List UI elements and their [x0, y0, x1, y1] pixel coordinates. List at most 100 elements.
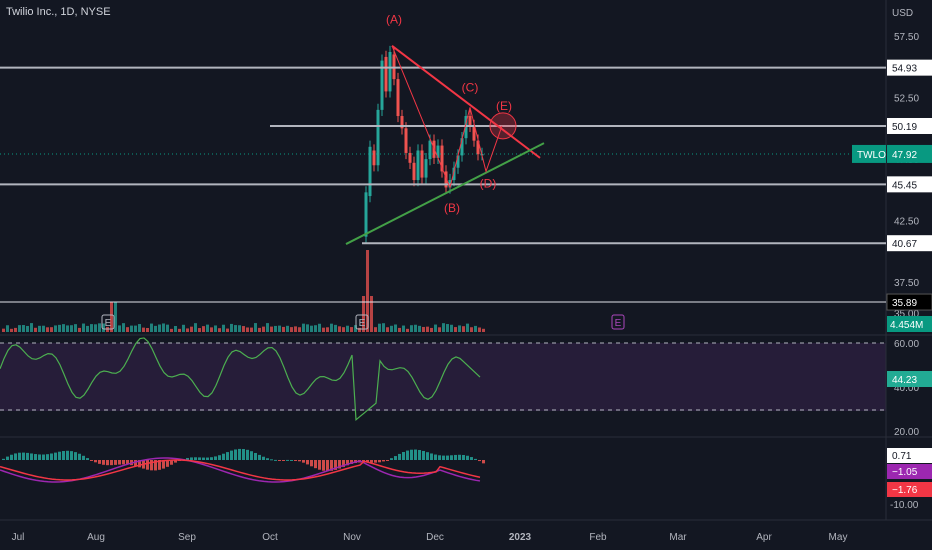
macd-histogram-bar [202, 457, 205, 460]
macd-histogram-bar [442, 455, 445, 460]
symbol-badge-label: TWLO [857, 150, 886, 161]
support-trendline[interactable] [345, 142, 545, 245]
time-axis-label: Dec [426, 532, 444, 543]
macd-histogram-bar [206, 457, 209, 460]
macd-histogram-bar [478, 460, 481, 462]
volume-bar [278, 325, 281, 332]
volume-bar [70, 325, 73, 332]
volume-bar [154, 325, 157, 332]
macd-histogram-bar [2, 458, 5, 460]
breakout-zone-circle[interactable] [489, 112, 517, 140]
time-axis-label: Nov [343, 532, 361, 543]
volume-bar [58, 324, 61, 332]
price-tick-label: 35.00 [894, 309, 919, 320]
macd-histogram-bar [470, 457, 473, 460]
macd-histogram-bar [50, 453, 53, 460]
macd-histogram-bar [30, 453, 33, 460]
volume-bar [370, 296, 373, 332]
volume-bar [310, 325, 313, 332]
rsi-band [0, 343, 886, 411]
rsi-tick-label: 40.00 [894, 383, 919, 394]
volume-bar [374, 327, 377, 332]
candle-body [472, 125, 476, 141]
volume-bar [266, 323, 269, 332]
volume-bar [190, 326, 193, 332]
macd-histogram-bar [294, 460, 297, 461]
earnings-marker[interactable] [355, 314, 369, 330]
volume-bar [198, 328, 201, 332]
macd-histogram-bar [42, 454, 45, 460]
volume-bar [146, 328, 149, 332]
horizontal-levels[interactable] [0, 66, 886, 303]
volume-bar [126, 327, 129, 332]
macd-tick-label: -10.00 [890, 500, 919, 511]
candle-body [428, 140, 432, 160]
macd-histogram-bar [238, 448, 241, 460]
current-price-badge [887, 144, 932, 163]
macd-histogram-bar [122, 460, 125, 465]
candle-body [408, 152, 412, 163]
volume-bar [350, 327, 353, 332]
volume-bar [430, 327, 433, 332]
macd-histogram-bar [350, 460, 353, 464]
symbol-title[interactable]: Twilio Inc., 1D, NYSE [6, 6, 111, 18]
macd-histogram-bar [222, 453, 225, 460]
pattern-drawings[interactable]: (A) (B) (C) (D) (E) [345, 13, 545, 245]
earnings-marker[interactable] [101, 314, 115, 330]
candle-body [388, 52, 392, 92]
volume-bar [394, 324, 397, 332]
volume-bar [10, 328, 13, 332]
macd-histogram-bar [254, 452, 257, 460]
volume-bar [86, 325, 89, 332]
volume-bar [138, 324, 141, 332]
macd-histogram-bar [226, 452, 229, 460]
volume-bar [110, 302, 113, 332]
macd-histogram-bar [278, 460, 281, 461]
volume-bar [482, 328, 485, 332]
volume-bar [26, 325, 29, 332]
macd-histogram-bar [46, 454, 49, 460]
macd-histogram-bar [102, 460, 105, 465]
candle-body [464, 116, 468, 139]
macd-histogram-bar [210, 457, 213, 460]
resistance-trendline[interactable] [391, 45, 541, 159]
volume-bar [14, 327, 17, 332]
candle-body [440, 145, 444, 172]
volume-bar [2, 328, 5, 332]
volume-bar [218, 328, 221, 332]
volume-bar [326, 327, 329, 332]
symbol-badge [852, 144, 886, 163]
level-price-badge [887, 117, 932, 134]
macd-histogram-bar [286, 459, 289, 461]
macd-histogram-bar [410, 449, 413, 460]
earnings-marker[interactable] [611, 314, 625, 330]
wave-path[interactable] [391, 45, 503, 190]
macd-histogram-bar [6, 456, 9, 460]
volume-bar [342, 327, 345, 332]
macd-histogram-bar [14, 453, 17, 460]
macd-histogram-bar [114, 460, 117, 465]
volume-bar [250, 327, 253, 332]
rsi-pane [0, 337, 481, 422]
volume-bar [134, 325, 137, 332]
candle-body [400, 116, 404, 129]
volume-bar [262, 326, 265, 332]
macd-histogram-bar [110, 460, 113, 466]
volume-bar [202, 326, 205, 332]
macd-pane [0, 448, 485, 483]
level-price-badge [887, 235, 932, 252]
wave-label: (A) [386, 13, 402, 27]
macd-histogram-bar [258, 454, 261, 460]
macd-histogram-bar [58, 451, 61, 460]
volume-bar [434, 324, 437, 332]
macd-histogram-bar [18, 452, 21, 460]
macd-value-label: 0.71 [892, 451, 912, 462]
time-axis-label: Jul [12, 532, 25, 543]
macd-histogram-bar [134, 460, 137, 467]
macd-histogram-bar [214, 456, 217, 460]
volume-bar [66, 325, 69, 332]
volume-bar [390, 325, 393, 332]
macd-histogram-bar [310, 460, 313, 467]
earnings-marker-label: E [105, 318, 112, 329]
